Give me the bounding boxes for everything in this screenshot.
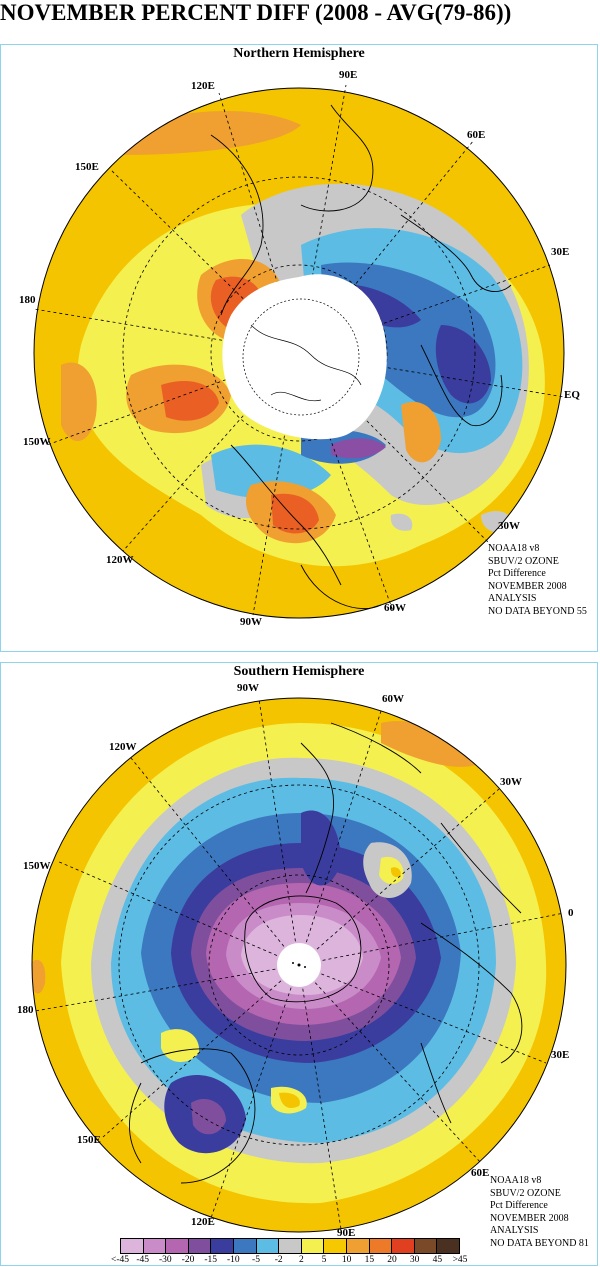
- legend-swatch: [346, 1239, 370, 1253]
- southern-panel-title: Southern Hemisphere: [233, 664, 365, 679]
- legend-label: 20: [387, 1255, 397, 1265]
- legend-label: >45: [452, 1255, 468, 1265]
- legend-swatch: [301, 1239, 325, 1253]
- legend-swatch: [324, 1239, 347, 1253]
- sh-lon-label-180: 180: [17, 1004, 34, 1016]
- sh-lon-label-30e: 30E: [551, 1049, 570, 1061]
- sh-info-line: ANALYSIS: [490, 1225, 539, 1236]
- nh-info-line: SBUV/2 OZONE: [488, 555, 559, 567]
- sh-info-block: NOAA18 v8 SBUV/2 OZONE Pct Difference NO…: [490, 1175, 589, 1250]
- legend-label: <-45: [110, 1255, 130, 1265]
- nh-lon-label-30w: 30W: [498, 520, 520, 532]
- legend-label: -15: [204, 1255, 217, 1265]
- sh-lon-label-0: 0: [568, 907, 574, 919]
- sh-lon-label-150w: 150W: [23, 860, 51, 872]
- northern-panel-title: Northern Hemisphere: [233, 46, 365, 61]
- nh-lon-label-60e: 60E: [467, 129, 486, 141]
- sh-lon-label-30w: 30W: [500, 776, 522, 788]
- nh-info-line: NOVEMBER 2008: [488, 580, 567, 592]
- legend-labels: <-45 -45 -30 -20 -15 -10 -5 -2 2 5 10 15 20 30 45 >45: [111, 1254, 467, 1266]
- legend-swatch: [437, 1239, 459, 1253]
- sh-info-line: NOVEMBER 2008: [490, 1212, 569, 1224]
- nh-lon-label-150w: 150W: [23, 436, 51, 448]
- legend-swatch: [369, 1239, 393, 1253]
- nh-lon-label-90w: 90W: [240, 616, 262, 628]
- legend-swatch: [188, 1239, 212, 1253]
- sh-lon-label-90e: 90E: [337, 1227, 356, 1239]
- southern-hemisphere-panel: Southern Hemisphere: [0, 662, 598, 1266]
- legend-label: 10: [341, 1255, 352, 1265]
- legend-swatches: [120, 1238, 460, 1254]
- legend-swatch: [211, 1239, 234, 1253]
- sh-lon-label-60e: 60E: [471, 1167, 490, 1179]
- legend-label: -10: [226, 1255, 240, 1265]
- sh-lon-label-120e: 120E: [191, 1216, 215, 1228]
- legend-swatch: [233, 1239, 257, 1253]
- sh-lon-label-60w: 60W: [382, 693, 404, 705]
- legend-swatch: [121, 1239, 144, 1253]
- nh-lon-label-30e: 30E: [551, 246, 570, 258]
- nh-info-line: NO DATA BEYOND 55: [488, 605, 587, 617]
- legend-label: -30: [158, 1255, 172, 1265]
- legend-swatch: [143, 1239, 167, 1253]
- legend-label: -45: [136, 1255, 149, 1265]
- legend-swatch: [414, 1239, 438, 1253]
- sh-lon-label-150e: 150E: [77, 1134, 101, 1146]
- legend-label: -20: [181, 1255, 195, 1265]
- nh-lon-label-90e: 90E: [339, 69, 358, 81]
- nh-info-line: Pct Difference: [488, 568, 546, 579]
- nh-info-line: NOAA18 v8: [488, 543, 540, 554]
- legend-swatch: [166, 1239, 189, 1253]
- legend-label: 15: [364, 1255, 375, 1265]
- nh-info-line: ANALYSIS: [488, 593, 537, 604]
- southern-hemisphere-map: [31, 697, 567, 1233]
- sh-lon-label-90w: 90W: [237, 682, 259, 694]
- nh-info-block: NOAA18 v8 SBUV/2 OZONE Pct Difference NO…: [488, 543, 589, 618]
- color-legend: <-45 -45 -30 -20 -15 -10 -5 -2 2 5 10 15 20 30 45 >45: [111, 1238, 467, 1266]
- nh-lon-label-eq: EQ: [564, 389, 580, 401]
- sh-info-line: SBUV/2 OZONE: [490, 1187, 561, 1199]
- northern-hemisphere-map: [33, 84, 565, 619]
- legend-label: 45: [432, 1255, 443, 1265]
- legend-label: -2: [274, 1255, 283, 1265]
- figure-title: NOVEMBER PERCENT DIFF (2008 - AVG(79-86)…: [0, 0, 512, 25]
- nh-lon-label-150e: 150E: [75, 161, 99, 173]
- sh-info-line: NOAA18 v8: [490, 1175, 542, 1186]
- sh-info-line: NO DATA BEYOND 81: [490, 1237, 589, 1249]
- nh-lon-label-120e: 120E: [191, 80, 215, 92]
- sh-lon-label-120w: 120W: [109, 741, 137, 753]
- northern-hemisphere-panel: Northern Hemisphere: [0, 44, 598, 652]
- legend-label: 30: [409, 1255, 420, 1265]
- legend-swatch: [392, 1239, 415, 1253]
- legend-swatch: [256, 1239, 280, 1253]
- nh-lon-label-180: 180: [19, 294, 36, 306]
- legend-label: 5: [321, 1255, 327, 1265]
- sh-info-line: Pct Difference: [490, 1200, 548, 1211]
- legend-swatch: [279, 1239, 302, 1253]
- nh-lon-label-120w: 120W: [106, 554, 134, 566]
- legend-label: -5: [252, 1255, 260, 1265]
- nh-lon-label-60w: 60W: [384, 602, 406, 614]
- legend-label: 2: [298, 1255, 304, 1265]
